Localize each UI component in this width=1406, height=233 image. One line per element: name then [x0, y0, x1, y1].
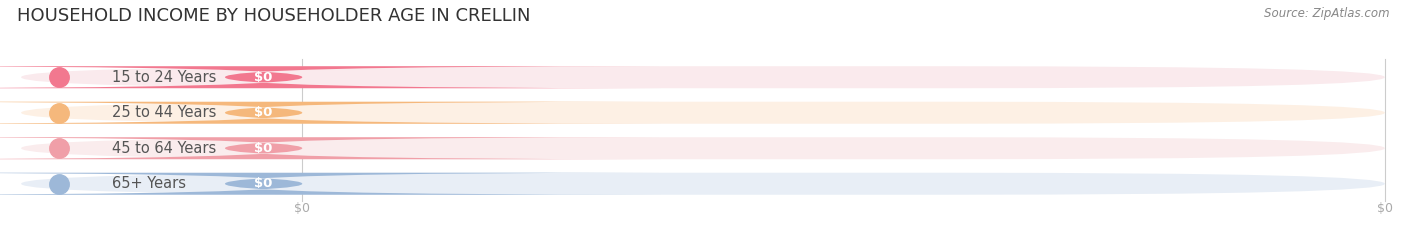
FancyBboxPatch shape — [0, 137, 661, 159]
FancyBboxPatch shape — [21, 173, 1385, 195]
FancyBboxPatch shape — [0, 173, 661, 195]
Text: HOUSEHOLD INCOME BY HOUSEHOLDER AGE IN CRELLIN: HOUSEHOLD INCOME BY HOUSEHOLDER AGE IN C… — [17, 7, 530, 25]
FancyBboxPatch shape — [21, 137, 1385, 159]
Text: $0: $0 — [1376, 202, 1393, 215]
FancyBboxPatch shape — [21, 66, 1385, 88]
Text: $0: $0 — [254, 106, 273, 119]
FancyBboxPatch shape — [21, 102, 1385, 124]
Text: Source: ZipAtlas.com: Source: ZipAtlas.com — [1264, 7, 1389, 20]
Text: 65+ Years: 65+ Years — [112, 176, 187, 191]
Text: $0: $0 — [294, 202, 311, 215]
FancyBboxPatch shape — [0, 102, 661, 124]
Text: 15 to 24 Years: 15 to 24 Years — [112, 70, 217, 85]
Text: $0: $0 — [254, 142, 273, 155]
Text: 25 to 44 Years: 25 to 44 Years — [112, 105, 217, 120]
Text: $0: $0 — [254, 71, 273, 84]
FancyBboxPatch shape — [0, 66, 661, 88]
Text: $0: $0 — [254, 177, 273, 190]
Text: 45 to 64 Years: 45 to 64 Years — [112, 141, 217, 156]
